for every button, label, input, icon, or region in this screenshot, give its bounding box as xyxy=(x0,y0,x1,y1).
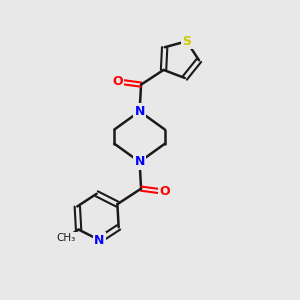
Text: N: N xyxy=(94,233,104,247)
Text: CH₃: CH₃ xyxy=(56,233,76,243)
Text: S: S xyxy=(182,35,191,48)
Text: O: O xyxy=(160,185,170,198)
Text: O: O xyxy=(112,75,123,88)
Text: N: N xyxy=(134,105,145,118)
Text: N: N xyxy=(134,155,145,168)
